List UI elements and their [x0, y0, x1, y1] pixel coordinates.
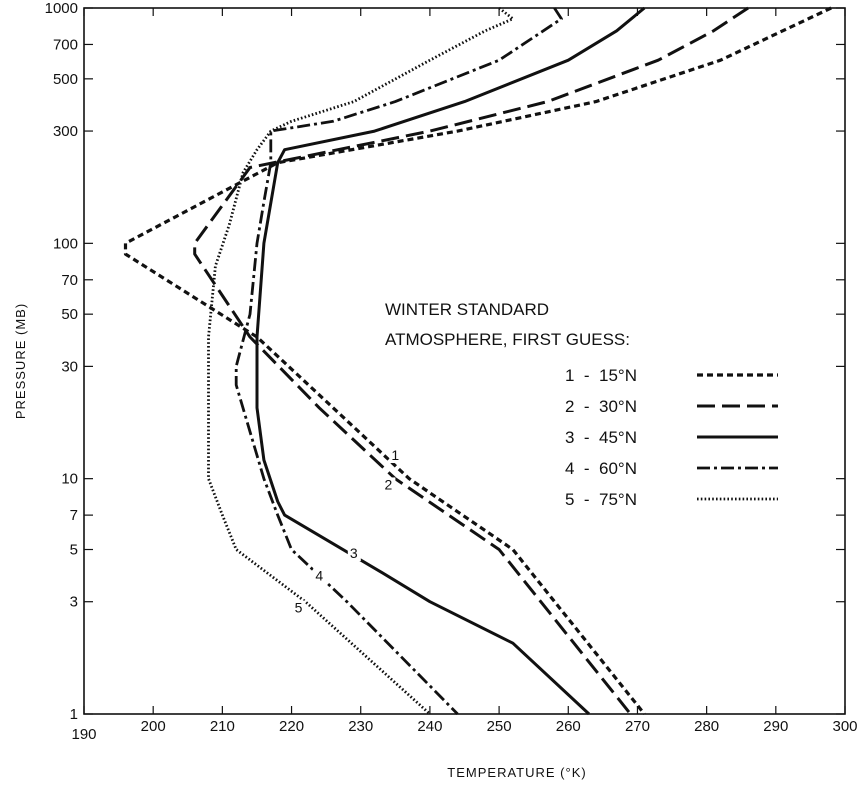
x-axis-title: TEMPERATURE (°K) — [447, 765, 586, 780]
y-tick-label: 7 — [70, 507, 78, 524]
y-tick-label: 700 — [53, 36, 78, 53]
legend-title-line1: WINTER STANDARD — [385, 300, 549, 319]
curve-number-label-2: 2 — [385, 476, 393, 492]
x-tick-label: 220 — [279, 718, 304, 735]
x-tick-label: 260 — [556, 718, 581, 735]
series-line-1 — [123, 6, 832, 715]
series-line-2 — [193, 6, 749, 715]
legend-entries: 1 - 15°N 2 - 30°N 3 - 45°N 4 - 60°N 5 - 75°N — [565, 366, 778, 509]
x-tick-label: 300 — [832, 718, 857, 735]
y-tick-label: 30 — [61, 358, 78, 375]
x-axis-ticks: 190 200 210 220 230 240 250 260 270 280 290 300 — [71, 8, 858, 743]
x-tick-label: 190 — [71, 726, 96, 743]
y-tick-label: 5 — [70, 542, 78, 559]
y-tick-label: 1 — [70, 706, 78, 723]
x-tick-label: 280 — [694, 718, 719, 735]
x-tick-label: 250 — [487, 718, 512, 735]
x-tick-label: 290 — [763, 718, 788, 735]
y-tick-label: 10 — [61, 471, 78, 488]
legend-label-1: 1 - 15°N — [565, 366, 637, 385]
curve-number-labels: 1 2 3 45 — [292, 447, 403, 616]
legend-label-4: 4 - 60°N — [565, 459, 637, 478]
legend: WINTER STANDARD ATMOSPHERE, FIRST GUESS:… — [385, 300, 778, 509]
series-line-3 — [255, 6, 646, 716]
y-axis-ticks: 1 3 5 7 10 30 50 70 100 300 500 700 1000 — [45, 0, 845, 723]
y-tick-label: 500 — [53, 71, 78, 88]
legend-label-2: 2 - 30°N — [565, 397, 637, 416]
curve-number-label-5: 5 — [295, 599, 303, 615]
x-tick-label: 240 — [417, 718, 442, 735]
series-line-4 — [234, 7, 563, 715]
curve-number-label-4: 4 — [315, 567, 323, 583]
x-tick-label: 270 — [625, 718, 650, 735]
y-tick-label: 300 — [53, 123, 78, 140]
curve-label-bg — [347, 546, 361, 562]
x-tick-label: 210 — [210, 718, 235, 735]
curve-label-bg — [382, 477, 396, 493]
y-tick-label: 70 — [61, 272, 78, 289]
curve-number-label-1: 1 — [391, 447, 399, 463]
curve-label-bg — [292, 600, 306, 616]
y-tick-label: 50 — [61, 306, 78, 323]
series-lines — [123, 6, 832, 716]
curve-label-bg — [389, 448, 403, 464]
series-line-5 — [207, 6, 515, 716]
legend-title-line2: ATMOSPHERE, FIRST GUESS: — [385, 330, 630, 349]
x-tick-label: 230 — [348, 718, 373, 735]
curve-label-bg — [313, 568, 327, 584]
legend-label-5: 5 - 75°N — [565, 490, 637, 509]
y-tick-label: 1000 — [45, 0, 78, 17]
x-tick-label: 200 — [141, 718, 166, 735]
plot-frame — [83, 7, 846, 715]
y-axis-title: PRESSURE (MB) — [13, 303, 28, 419]
y-tick-label: 100 — [53, 235, 78, 252]
y-tick-label: 3 — [70, 594, 78, 611]
legend-label-3: 3 - 45°N — [565, 428, 637, 447]
curve-number-label-3: 3 — [350, 545, 358, 561]
